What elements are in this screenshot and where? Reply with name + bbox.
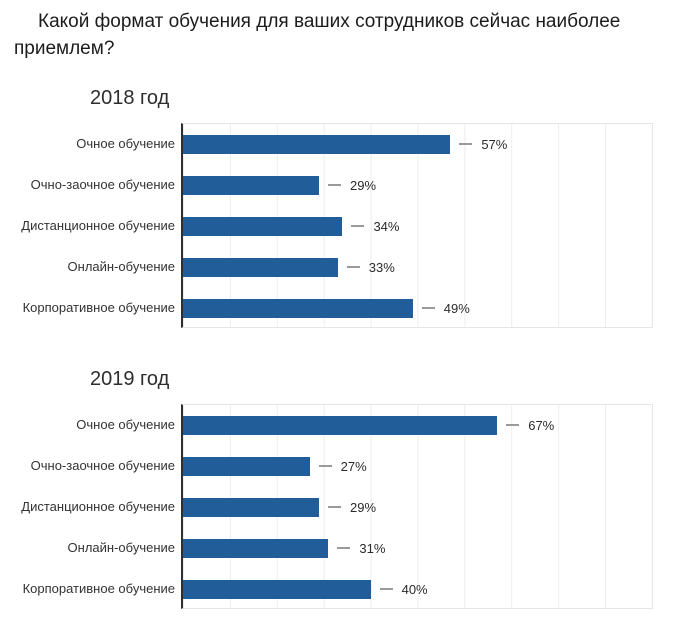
category-label: Дистанционное обучение bbox=[21, 498, 175, 514]
value-label: 29% bbox=[350, 177, 377, 193]
bar bbox=[183, 175, 319, 195]
chart-2018-body: Очное обучение Очно-заочное обучение Дис… bbox=[0, 122, 700, 329]
category-label: Очное обучение bbox=[76, 416, 175, 432]
category-label: Дистанционное обучение bbox=[21, 217, 175, 233]
chart-2019-body: Очное обучение Очно-заочное обучение Дис… bbox=[0, 403, 700, 610]
value-dash bbox=[379, 588, 393, 591]
value-dash bbox=[328, 184, 341, 187]
category-label: Очно-заочное обучение bbox=[30, 176, 175, 192]
bar bbox=[183, 497, 319, 517]
bar-row: 29% bbox=[183, 165, 652, 206]
bar bbox=[183, 456, 310, 476]
chart-2019: 2019 год Очное обучение Очно-заочное обу… bbox=[0, 368, 700, 609]
value-label: 57% bbox=[481, 136, 508, 152]
bar bbox=[183, 216, 343, 236]
bar bbox=[183, 415, 498, 435]
category-label: Очно-заочное обучение bbox=[30, 457, 175, 473]
value-dash bbox=[351, 225, 365, 228]
category-label: Онлайн-обучение bbox=[67, 258, 175, 274]
category-label: Очное обучение bbox=[76, 135, 175, 151]
value-dash bbox=[506, 424, 520, 427]
value-dash bbox=[318, 465, 332, 468]
bar-row: 29% bbox=[183, 487, 652, 528]
value-dash bbox=[459, 143, 473, 146]
chart-2018: 2018 год Очное обучение Очно-заочное обу… bbox=[0, 87, 700, 328]
category-label: Корпоративное обучение bbox=[22, 299, 175, 315]
value-label: 67% bbox=[528, 417, 555, 433]
bar-row: 57% bbox=[183, 124, 652, 165]
value-dash bbox=[337, 547, 351, 550]
bar-row: 33% bbox=[183, 247, 652, 288]
chart-2018-category-axis: Очное обучение Очно-заочное обучение Дис… bbox=[0, 123, 181, 328]
value-label: 33% bbox=[368, 259, 395, 275]
bar bbox=[183, 134, 451, 154]
bar bbox=[183, 298, 413, 318]
value-dash bbox=[328, 506, 341, 509]
category-label: Онлайн-обучение bbox=[67, 539, 175, 555]
value-label: 27% bbox=[340, 458, 367, 474]
value-label: 31% bbox=[359, 540, 386, 556]
value-dash bbox=[346, 266, 360, 269]
value-label: 29% bbox=[350, 499, 377, 515]
bar-row: 34% bbox=[183, 206, 652, 247]
value-dash bbox=[421, 307, 435, 310]
bar-row: 31% bbox=[183, 528, 652, 569]
bar-row: 27% bbox=[183, 446, 652, 487]
chart-2018-plot-area: 57% 29% 34% 33% bbox=[181, 122, 653, 329]
bar-row: 40% bbox=[183, 569, 652, 610]
bar bbox=[183, 538, 329, 558]
page-title: Какой формат обучения для ваших сотрудни… bbox=[14, 11, 621, 59]
bar bbox=[183, 257, 338, 277]
chart-2019-title: 2019 год bbox=[90, 367, 170, 390]
chart-2019-plot-area: 67% 27% 29% 31% bbox=[181, 403, 653, 610]
category-label: Корпоративное обучение bbox=[22, 580, 175, 596]
chart-2018-title: 2018 год bbox=[90, 86, 170, 109]
page: Какой формат обучения для ваших сотрудни… bbox=[0, 9, 700, 638]
value-label: 34% bbox=[373, 218, 400, 234]
chart-2019-category-axis: Очное обучение Очно-заочное обучение Дис… bbox=[0, 404, 181, 609]
bar-row: 67% bbox=[183, 405, 652, 446]
value-label: 40% bbox=[401, 581, 428, 597]
bar bbox=[183, 579, 371, 599]
bar-row: 49% bbox=[183, 288, 652, 329]
value-label: 49% bbox=[443, 300, 470, 316]
